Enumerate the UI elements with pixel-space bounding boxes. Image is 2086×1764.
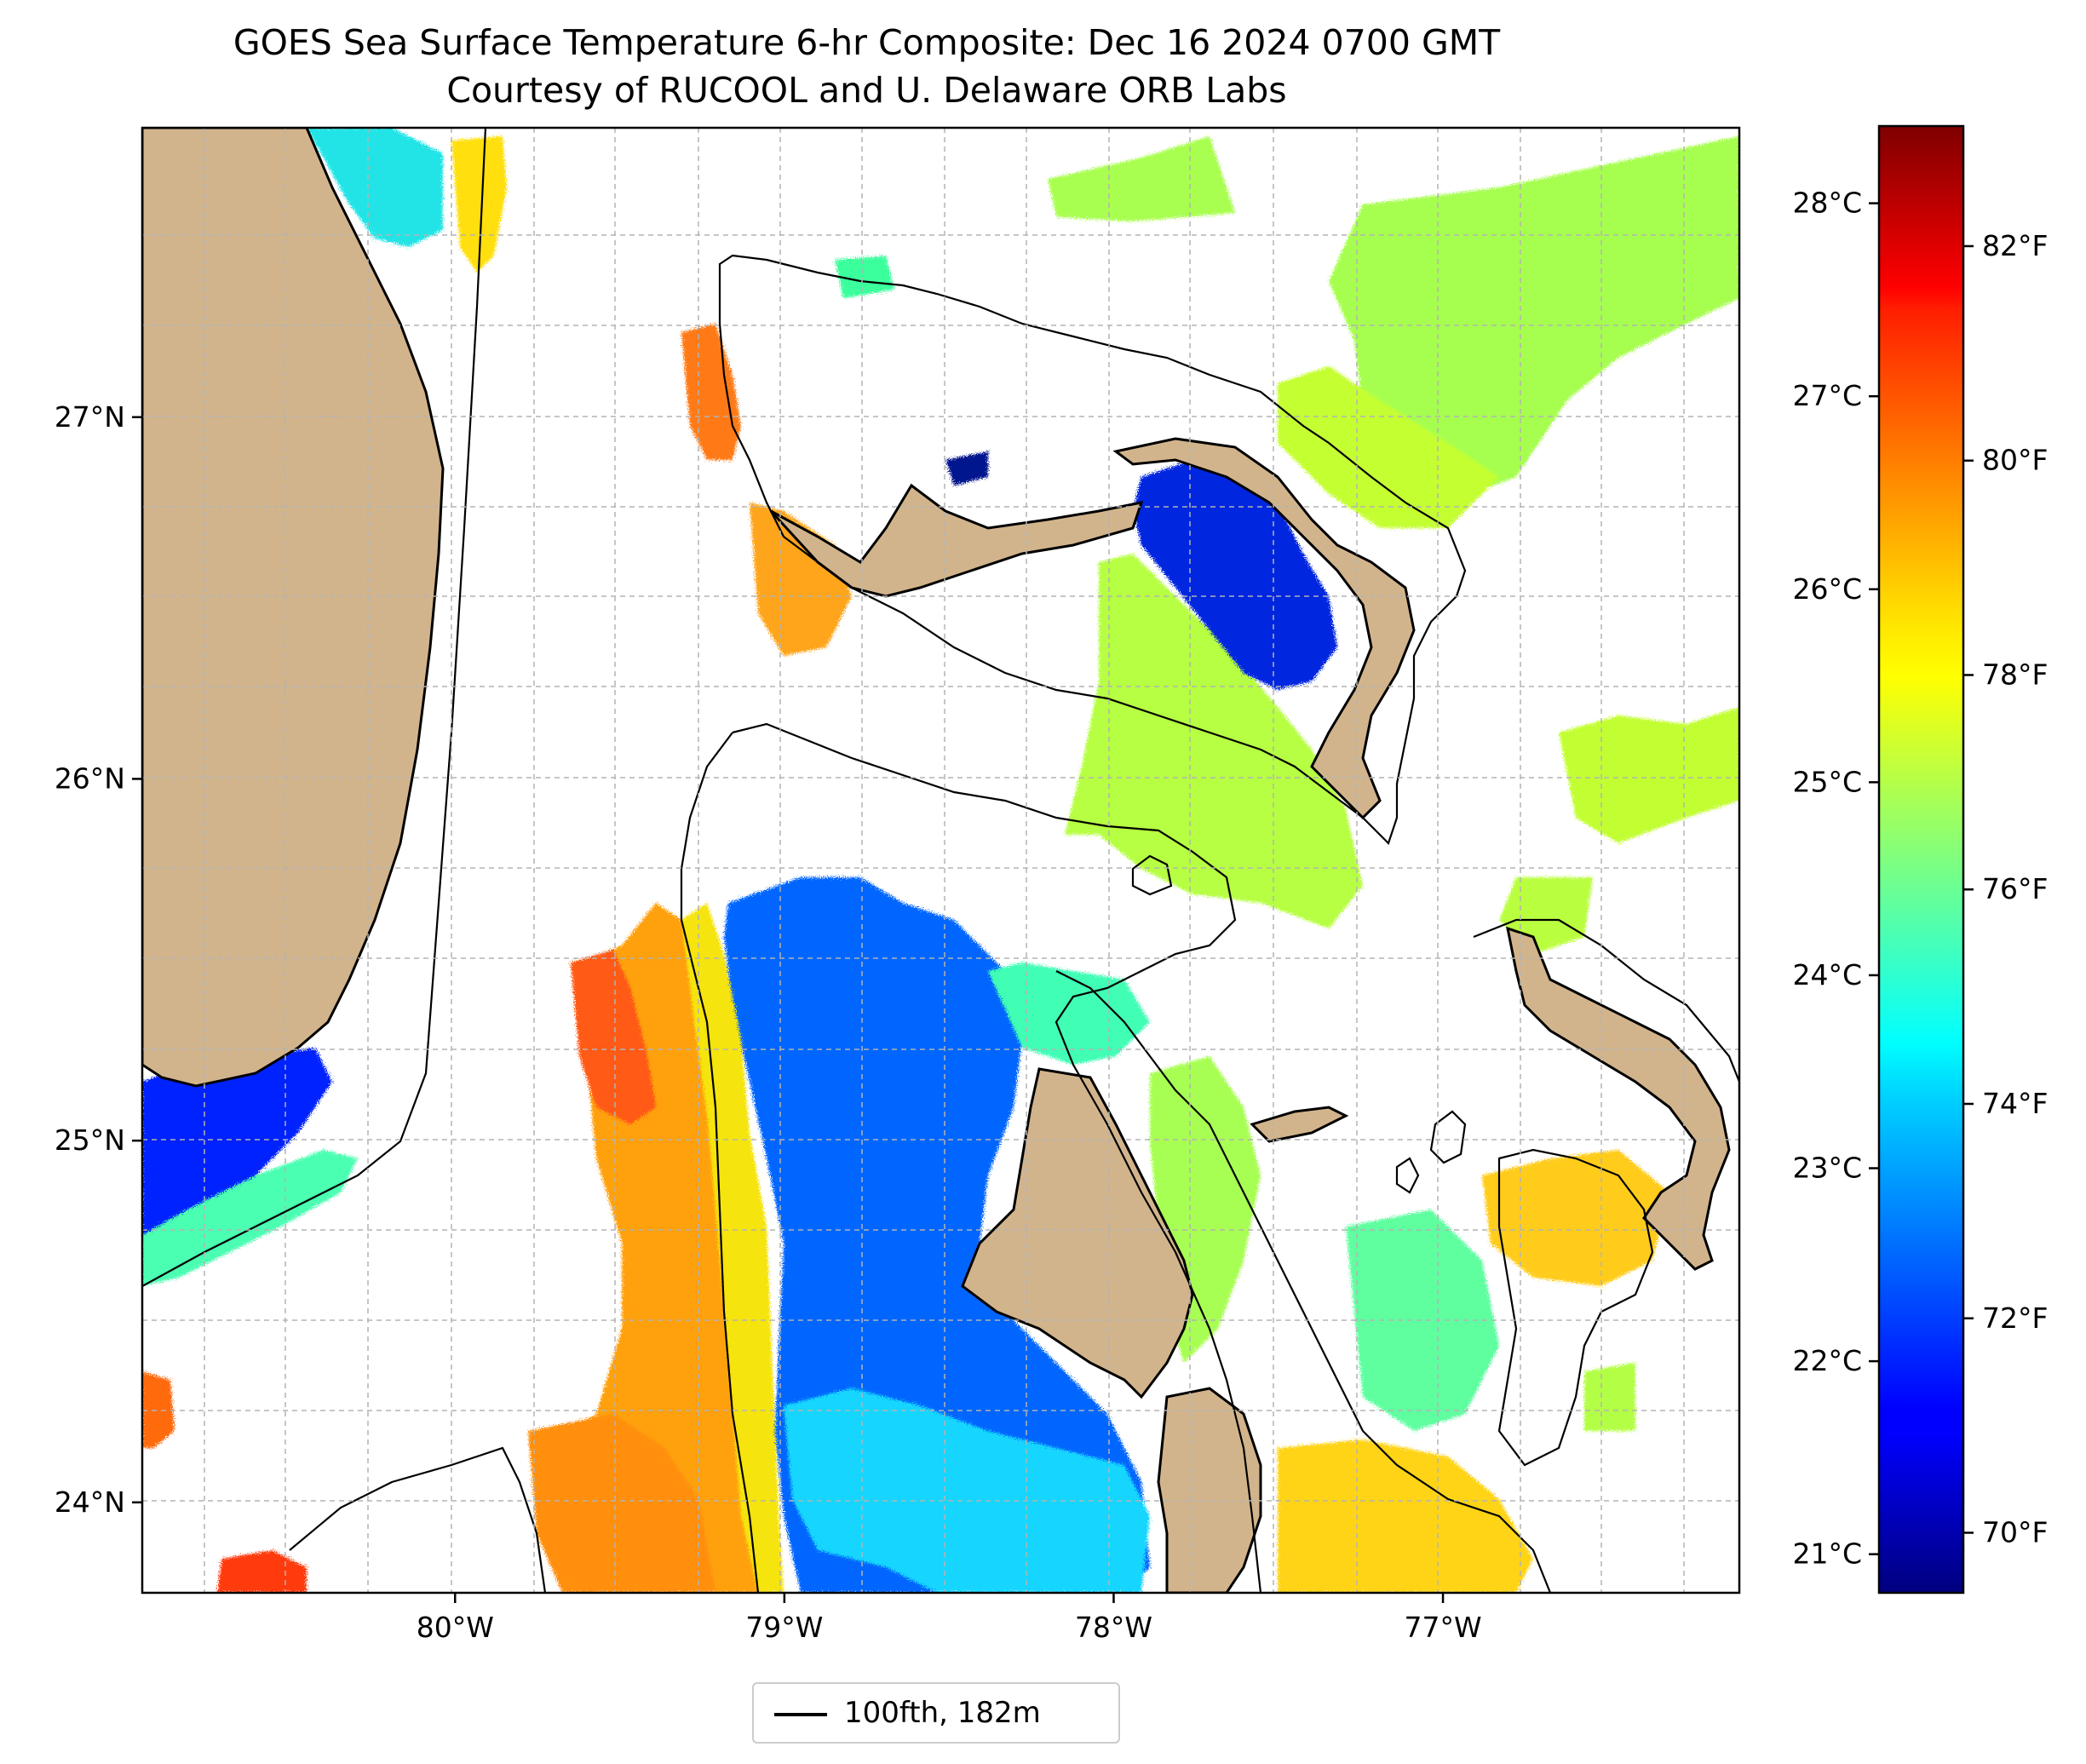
sst-patch-ne-right <box>1559 707 1739 843</box>
sst-patch-sw-red <box>217 1550 307 1593</box>
lon-tick-label: 78°W <box>1075 1611 1152 1644</box>
land-masses <box>142 128 1731 1593</box>
legend-label: 100fth, 182m <box>844 1696 1041 1730</box>
lon-tick-label: 77°W <box>1404 1611 1481 1644</box>
sst-patch-west-blue-south <box>142 1048 332 1252</box>
sst-patch-east-teal <box>1346 1210 1499 1431</box>
sst-patch-west-cyan-edge <box>142 1150 358 1286</box>
contour-eleuthera-east <box>1473 918 1739 1083</box>
fahrenheit-tick-label: 70°F <box>1982 1516 2048 1549</box>
sst-patch-red-orange-west <box>571 950 656 1124</box>
map-title: GOES Sea Surface Temperature 6-hr Compos… <box>233 22 1501 63</box>
sst-patch-ne-green <box>1048 136 1235 221</box>
celsius-axis: 28°C 27°C 26°C 25°C 24°C 23°C 22°C 21°C <box>1792 187 1879 1571</box>
sst-patch-straits-cyan-lower <box>784 1388 1150 1593</box>
bathymetry-contours <box>142 128 1739 1593</box>
map-subtitle: Courtesy of RUCOOL and U. Delaware ORB L… <box>446 70 1287 111</box>
sst-patch-lower-orange <box>528 1414 715 1593</box>
celsius-tick-label: 22°C <box>1792 1344 1862 1377</box>
celsius-tick-label: 26°C <box>1792 572 1862 606</box>
sst-patch-orange-north <box>681 324 741 460</box>
map-legend: 100fth, 182m <box>752 1682 1120 1744</box>
map-frame <box>141 126 1741 1594</box>
lat-tick-label: 26°N <box>55 761 125 795</box>
contour-small-ring-2 <box>1429 1110 1467 1164</box>
latitude-axis: 27°N 26°N 25°N 24°N <box>55 400 142 1519</box>
celsius-tick-label: 25°C <box>1792 765 1862 798</box>
fahrenheit-tick-label: 80°F <box>1982 444 2048 477</box>
celsius-tick-label: 21°C <box>1792 1537 1862 1571</box>
sst-patch-small-green-north <box>835 256 894 298</box>
map-area <box>142 128 1739 1593</box>
contour-little-bahama-bank <box>718 254 1467 846</box>
sst-patch-nw-cyan <box>307 128 443 247</box>
lat-tick-label: 27°N <box>55 400 125 434</box>
fahrenheit-tick-label: 76°F <box>1982 872 2048 905</box>
andros-south-land <box>1157 1387 1262 1593</box>
lon-tick-label: 79°W <box>745 1611 823 1644</box>
longitude-axis: 80°W 79°W 78°W 77°W <box>417 1593 1482 1644</box>
sst-patch-ne-large <box>1329 136 1739 503</box>
sst-patch-bahamas-blue <box>1133 460 1337 690</box>
sst-patch-south-yellow <box>1278 1439 1533 1593</box>
sst-patch-east-yellow <box>1482 1150 1669 1286</box>
contour-great-bahama-bank-north <box>732 722 1262 1593</box>
celsius-tick-label: 24°C <box>1792 958 1862 991</box>
fahrenheit-tick-label: 74°F <box>1982 1087 2048 1120</box>
contour-small-ring-1 <box>1131 854 1173 896</box>
map-gridlines <box>142 128 1739 1593</box>
contour-tongue-of-ocean <box>1055 970 1552 1593</box>
sst-field <box>142 128 1739 1593</box>
celsius-tick-label: 27°C <box>1792 379 1862 412</box>
sst-patch-sw-orange <box>142 1371 175 1448</box>
florida-land <box>142 128 445 1088</box>
lat-tick-label: 24°N <box>55 1485 125 1519</box>
lat-tick-label: 25°N <box>55 1123 125 1157</box>
eleuthera-land <box>1506 926 1731 1271</box>
colorbar <box>1877 124 1965 1594</box>
celsius-tick-label: 23°C <box>1792 1152 1862 1185</box>
sst-patch-small-darkblue <box>945 451 988 486</box>
celsius-tick-label: 28°C <box>1792 187 1862 220</box>
legend-line-sample <box>774 1713 827 1716</box>
contour-great-bahama-bank-west <box>680 732 760 1593</box>
contour-small-ring-3 <box>1395 1157 1420 1194</box>
sst-patch-nw-yellow <box>451 136 507 273</box>
lon-tick-label: 80°W <box>417 1611 494 1644</box>
andros-land <box>961 1067 1194 1399</box>
new-providence-land <box>1250 1106 1349 1143</box>
fahrenheit-tick-label: 72°F <box>1982 1301 2048 1335</box>
sst-patch-gulfstream-yellow <box>681 903 784 1593</box>
fahrenheit-tick-label: 78°F <box>1982 658 2048 691</box>
contour-florida-shelf <box>142 128 487 1287</box>
sst-patch-central-green <box>1065 554 1363 928</box>
fahrenheit-tick-label: 82°F <box>1982 229 2048 262</box>
sst-patch-ne-yellowgreen <box>1278 366 1499 528</box>
fahrenheit-axis: 82°F 80°F 78°F 76°F 74°F 72°F 70°F <box>1963 229 2048 1549</box>
sst-patch-se-right-green <box>1584 1363 1635 1431</box>
